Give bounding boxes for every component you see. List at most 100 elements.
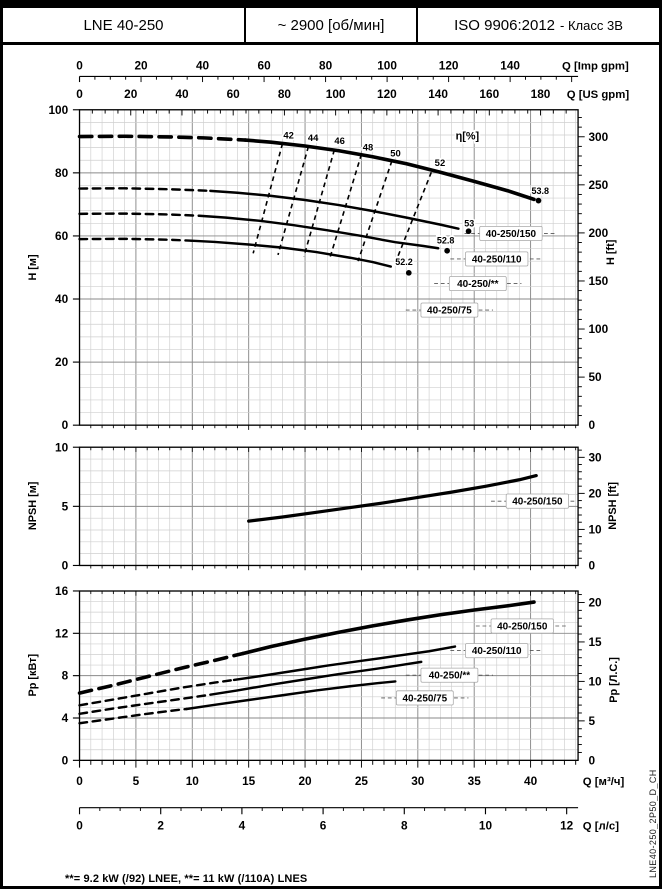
duty-point-value: 52.8	[437, 235, 454, 245]
curve-label: 40-250/150	[491, 493, 577, 509]
npsh-left-tick-label: 0	[62, 559, 69, 573]
efficiency-unit-label: η[%]	[456, 131, 480, 143]
curve-label-text: 40-250/**	[457, 279, 499, 290]
efficiency-value-label: 46	[334, 136, 345, 147]
top-flow-axes: 0 20 40 60 80 100 120 140 Q [Imp gpm] 0 20 40 60 80 10…	[76, 59, 629, 101]
imp-gpm-tick-label: 60	[258, 59, 272, 73]
bottom-flow-axes: 0 5 10 15 20 25 30 35 40 Q [м³/ч] 0 2 4 6 8 10 12 Q [л/с]	[76, 761, 624, 832]
imp-gpm-tick-label: 100	[377, 59, 397, 73]
curve-label-text: 40-250/75	[427, 306, 472, 317]
duty-point-value: 53	[464, 218, 474, 228]
footnote-text: **= 9.2 kW (/92) LNEE, **= 11 kW (/110A)…	[65, 873, 308, 885]
head-right-tick-label: 300	[588, 130, 608, 144]
curve-label: 40-250/110	[450, 251, 544, 267]
head-left-axis-title: H [м]	[27, 254, 39, 280]
efficiency-value-label: 44	[308, 133, 319, 144]
curve-40-250-150	[77, 600, 536, 695]
head-left-tick-label: 20	[55, 355, 69, 369]
power-left-tick-label: 4	[62, 711, 69, 725]
imp-gpm-tick-label: 120	[439, 59, 459, 73]
npsh-curve	[247, 473, 538, 523]
duty-point-dot	[535, 197, 542, 204]
ls-tick-label: 10	[479, 818, 493, 832]
curve-40-250-75	[78, 680, 397, 725]
npsh-left-tick-label: 5	[62, 499, 69, 513]
power-left-tick-label: 0	[62, 753, 69, 767]
duty-point-dot	[444, 247, 450, 254]
npsh-right-tick-label: 20	[588, 486, 602, 500]
document-code-text: LNE40-250_2P50_D_CH	[648, 769, 658, 878]
power-left-tick-label: 12	[55, 626, 69, 640]
duty-point-value: 52.2	[395, 257, 412, 267]
us-gpm-tick-label: 160	[479, 87, 499, 101]
standard-class-text: - Класс 3В	[560, 17, 623, 33]
curve-label-text: 40-250/**	[429, 671, 471, 682]
duty-point-dot	[405, 269, 412, 276]
head-left-tick-label: 40	[55, 292, 69, 306]
header-speed: ~ 2900 [об/мин]	[246, 8, 418, 42]
head-right-tick-label: 150	[588, 274, 608, 288]
power-left-tick-label: 8	[62, 669, 69, 683]
head-right-axis-title: H [ft]	[605, 240, 617, 265]
us-gpm-tick-label: 80	[278, 87, 292, 101]
head-right-tick-label: 50	[588, 370, 602, 384]
curve-label: 40-250/**	[405, 667, 494, 683]
ls-tick-label: 4	[239, 818, 246, 832]
npsh-right-tick-label: 30	[588, 450, 602, 464]
curve-label-text: 40-250/150	[486, 229, 537, 240]
m3h-tick-label: 5	[133, 774, 140, 788]
power-right-tick-label: 15	[588, 635, 602, 649]
power-right-axis-title: Pp [Л.С.]	[608, 657, 620, 703]
power-right-tick-label: 0	[588, 753, 595, 767]
head-left-tick-label: 0	[62, 418, 69, 432]
power-left-tick-label: 16	[55, 584, 69, 598]
us-gpm-tick-label: 20	[124, 87, 138, 101]
efficiency-lines	[252, 143, 433, 267]
imp-gpm-tick-label: 80	[319, 59, 333, 73]
y-axis-power: 0 4 8 12 16 0 5 10 15 20	[55, 584, 602, 767]
curve-label: 40-250/75	[405, 302, 494, 318]
head-right-tick-label: 0	[588, 418, 595, 432]
npsh-left-axis-title: NPSH [м]	[27, 482, 39, 530]
pump-speed-text: ~ 2900 [об/мин]	[277, 16, 385, 34]
m3h-tick-label: 40	[524, 774, 538, 788]
m3h-tick-label: 0	[76, 774, 83, 788]
header-row: LNE 40-250 ~ 2900 [об/мин] ISO 9906:2012…	[3, 8, 659, 45]
header-standard: ISO 9906:2012 - Класс 3В	[418, 8, 659, 42]
power-right-tick-label: 5	[588, 714, 595, 728]
m3h-tick-label: 35	[468, 774, 482, 788]
m3h-tick-label: 15	[242, 774, 256, 788]
top-black-bar	[3, 0, 659, 8]
efficiency-line-42	[252, 143, 284, 254]
ls-tick-label: 8	[401, 818, 408, 832]
imp-gpm-axis-title: Q [Imp gpm]	[562, 61, 629, 73]
panel-npsh	[78, 446, 579, 571]
curve-label: 40-250/150	[464, 225, 558, 241]
efficiency-value-label: 50	[390, 148, 401, 159]
head-right-tick-label: 200	[588, 226, 608, 240]
us-gpm-tick-label: 180	[531, 87, 551, 101]
imp-gpm-tick-label: 40	[196, 59, 210, 73]
panel-border-head	[78, 109, 579, 426]
npsh-right-tick-label: 10	[588, 522, 602, 536]
head-left-tick-label: 60	[55, 229, 69, 243]
duty-point-value: 53.8	[531, 186, 548, 196]
npsh-right-tick-label: 0	[588, 559, 595, 573]
curve-40-250-75	[78, 237, 392, 268]
curve-40-250-	[78, 660, 423, 716]
efficiency-line-46	[303, 149, 336, 257]
curve-label-text: 40-250/110	[472, 646, 522, 657]
curve-label-text: 40-250/150	[512, 497, 563, 508]
npsh-right-axis-title: NPSH [ft]	[607, 482, 619, 530]
npsh-left-tick-label: 10	[55, 440, 69, 454]
curve-40-250-	[78, 212, 440, 250]
efficiency-value-label: 52	[435, 158, 446, 169]
us-gpm-tick-label: 40	[175, 87, 189, 101]
standard-text: ISO 9906:2012	[454, 16, 556, 34]
efficiency-line-48	[329, 154, 363, 259]
ls-tick-label: 12	[560, 818, 574, 832]
pump-curve-chart-canvas: 0 20 40 60 80 100 120 140 Q [Imp gpm]0 20 40 60 80 10…	[27, 59, 629, 833]
panel-head	[78, 109, 579, 430]
m3h-tick-label: 30	[411, 774, 425, 788]
y-axis-head: 0 20 40 60 80 100 0 50 100 150 200 250 300	[48, 103, 608, 432]
